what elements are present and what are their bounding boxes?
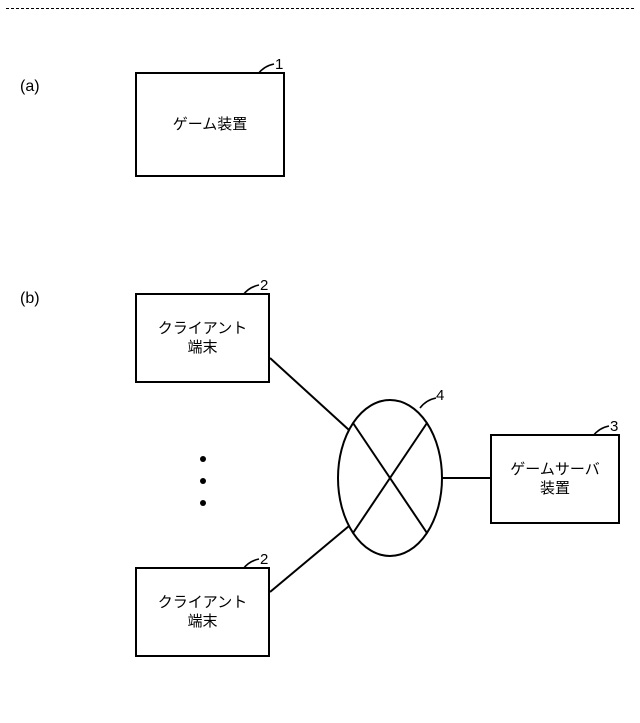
ellipsis-dot — [200, 500, 206, 506]
section-label-a: (a) — [20, 78, 40, 96]
ref-1: 1 — [275, 56, 283, 73]
page-top-rule — [6, 8, 634, 9]
ellipsis-dot — [200, 478, 206, 484]
box-client-bottom: クライアント 端末 — [135, 567, 270, 657]
ref-4: 4 — [436, 387, 444, 404]
ref-2-bottom: 2 — [260, 551, 268, 568]
box-game-device: ゲーム装置 — [135, 72, 285, 177]
box-game-server: ゲームサーバ 装置 — [490, 434, 620, 524]
diagram-canvas: (a) (b) ゲーム装置 クライアント 端末 クライアント 端末 ゲームサーバ… — [0, 0, 640, 723]
connector-layer — [0, 0, 640, 723]
ref-2-top: 2 — [260, 277, 268, 294]
ellipsis-dot — [200, 456, 206, 462]
section-label-b: (b) — [20, 290, 40, 308]
box-client-top: クライアント 端末 — [135, 293, 270, 383]
ref-3: 3 — [610, 418, 618, 435]
